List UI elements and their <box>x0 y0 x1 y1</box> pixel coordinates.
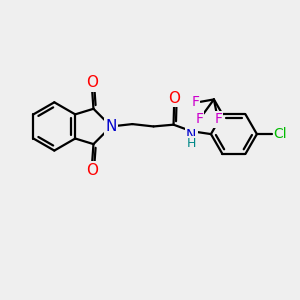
Text: F: F <box>214 112 222 126</box>
Text: F: F <box>191 95 199 109</box>
Text: N: N <box>105 119 117 134</box>
Text: F: F <box>195 112 203 126</box>
Text: H: H <box>187 137 196 150</box>
Text: N: N <box>186 128 196 142</box>
Text: Cl: Cl <box>274 127 287 141</box>
Text: O: O <box>86 75 98 90</box>
Text: O: O <box>168 91 180 106</box>
Text: O: O <box>86 163 98 178</box>
